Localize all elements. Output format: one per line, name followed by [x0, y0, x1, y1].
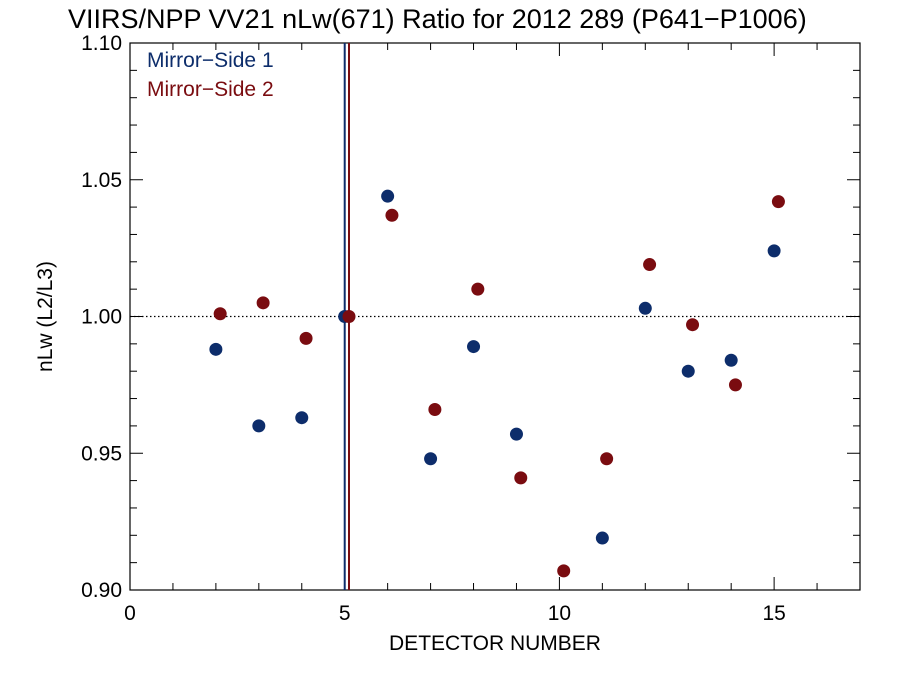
x-tick-label: 10	[548, 602, 571, 625]
point-series-1	[381, 189, 395, 203]
y-tick-label: 0.95	[81, 442, 122, 465]
point-series-1	[509, 427, 523, 441]
point-series-2	[771, 195, 785, 209]
point-series-1	[252, 419, 266, 433]
point-series-2	[600, 452, 614, 466]
y-tick-label: 1.10	[81, 32, 122, 55]
data-points	[209, 189, 785, 578]
point-series-2	[686, 318, 700, 332]
point-series-2	[385, 208, 399, 222]
x-tick-label: 0	[124, 602, 136, 625]
point-series-1	[295, 411, 309, 425]
y-tick-label: 1.00	[81, 306, 122, 329]
point-series-2	[256, 296, 270, 310]
x-tick-label: 5	[339, 602, 351, 625]
x-axis-label: DETECTOR NUMBER	[389, 632, 601, 655]
point-series-2	[342, 310, 356, 323]
chart-title: VIIRS/NPP VV21 nLw(671) Ratio for 2012 2…	[68, 4, 807, 34]
point-series-2	[643, 258, 657, 272]
tick-labels: 0 5 10 15 0.90 0.95 1.00 1.05 1.10	[81, 32, 786, 625]
point-series-1	[767, 244, 781, 258]
point-series-1	[467, 340, 481, 354]
point-series-1	[638, 301, 652, 315]
legend: Mirror−Side 1 Mirror−Side 2	[147, 49, 274, 101]
legend-entry-2: Mirror−Side 2	[147, 78, 274, 101]
point-series-1	[595, 531, 609, 545]
y-tick-label: 0.90	[81, 579, 122, 602]
point-series-2	[428, 402, 442, 416]
point-series-2	[728, 378, 742, 392]
y-axis-label: nLw (L2/L3)	[34, 261, 57, 372]
legend-entry-1: Mirror−Side 1	[147, 49, 274, 72]
point-series-2	[557, 564, 571, 578]
point-series-2	[299, 331, 313, 345]
point-series-2	[213, 307, 227, 321]
point-series-1	[681, 364, 695, 378]
x-tick-label: 15	[762, 602, 785, 625]
point-series-2	[471, 282, 485, 296]
y-tick-label: 1.05	[81, 169, 122, 192]
point-series-2	[514, 471, 528, 485]
point-series-1	[424, 452, 438, 466]
point-series-1	[209, 342, 223, 356]
point-series-1	[724, 353, 738, 367]
